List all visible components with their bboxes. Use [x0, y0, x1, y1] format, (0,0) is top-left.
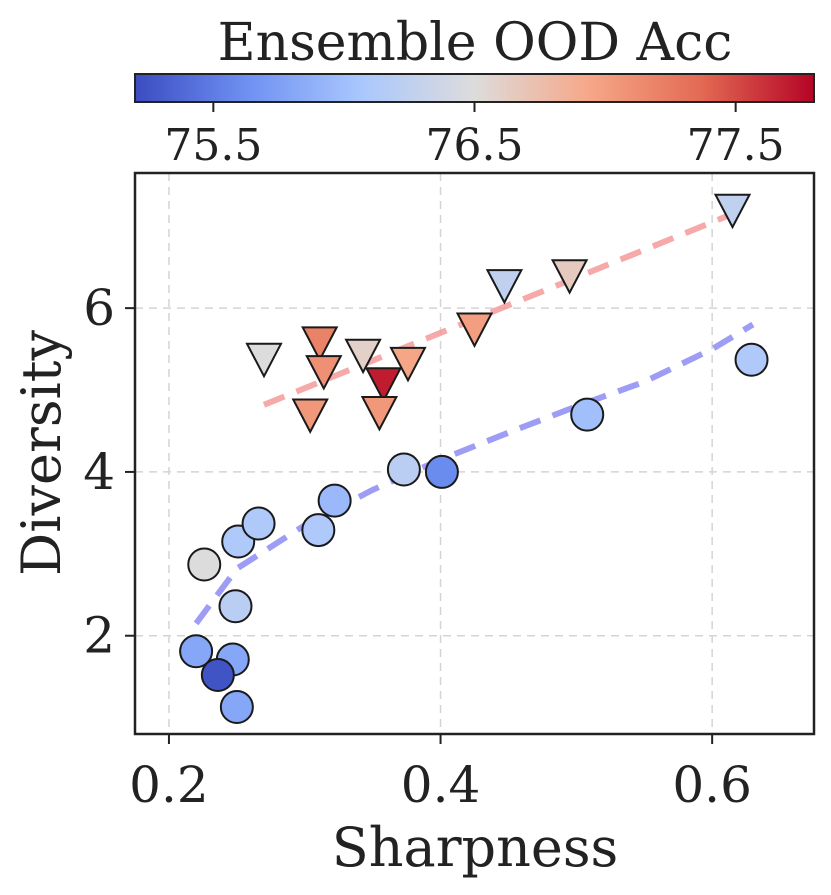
x-axis-ticks: 0.2 0.4 0.6	[129, 734, 752, 814]
data-markers	[179, 193, 769, 724]
circle-marker	[301, 513, 336, 548]
y-tick-label: 4	[83, 443, 115, 501]
triangle-marker	[301, 326, 339, 362]
triangle-marker	[245, 342, 283, 379]
triangle-marker	[291, 398, 329, 435]
circle-marker	[424, 454, 459, 489]
x-axis-label: Sharpness	[332, 816, 619, 879]
triangle-marker	[360, 396, 399, 432]
x-tick-label: 0.6	[672, 756, 752, 814]
triangle-marker	[389, 346, 427, 383]
circle-marker	[187, 547, 222, 582]
triangle-marker	[305, 355, 343, 391]
circle-marker	[317, 483, 352, 518]
colorbar-gradient	[134, 73, 815, 103]
plot-frame	[133, 171, 816, 736]
y-tick-label: 2	[83, 607, 115, 665]
colorbar-tick-label: 75.5	[164, 120, 262, 171]
triangle-marker	[713, 193, 752, 230]
colorbar: Ensemble OOD Acc 75.5 76.5 77.5	[134, 13, 815, 171]
colorbar-tick-label: 77.5	[687, 120, 785, 171]
y-tick-label: 6	[83, 279, 115, 337]
triangle-marker	[364, 367, 403, 403]
colorbar-title: Ensemble OOD Acc	[218, 13, 733, 73]
triangle-marker	[485, 269, 524, 305]
triangle-marker	[344, 338, 382, 375]
circle-marker	[734, 342, 769, 377]
circle-marker	[218, 589, 253, 624]
trend-lines	[193, 211, 755, 626]
x-tick-label: 0.2	[129, 756, 209, 814]
circle-marker	[241, 506, 276, 541]
y-axis-label: Diversity	[10, 329, 73, 576]
circle-marker	[570, 397, 605, 432]
triangles-trend-line	[262, 211, 734, 408]
circle-marker	[200, 658, 235, 693]
circle-marker	[386, 452, 421, 487]
circle-marker	[179, 634, 214, 669]
x-tick-label: 0.4	[401, 756, 481, 814]
colorbar-tick-label: 76.5	[426, 120, 524, 171]
triangle-marker	[455, 312, 494, 349]
colorbar-ticks: 75.5 76.5 77.5	[164, 102, 785, 171]
plot-area: 0.2 0.4 0.6 2 4 6 Sharpness Diversity	[10, 171, 816, 879]
circles-trend-line	[193, 321, 755, 626]
circle-marker	[219, 689, 254, 724]
gridlines	[135, 173, 814, 734]
y-axis-ticks: 2 4 6	[83, 279, 135, 665]
triangle-marker	[550, 259, 589, 295]
